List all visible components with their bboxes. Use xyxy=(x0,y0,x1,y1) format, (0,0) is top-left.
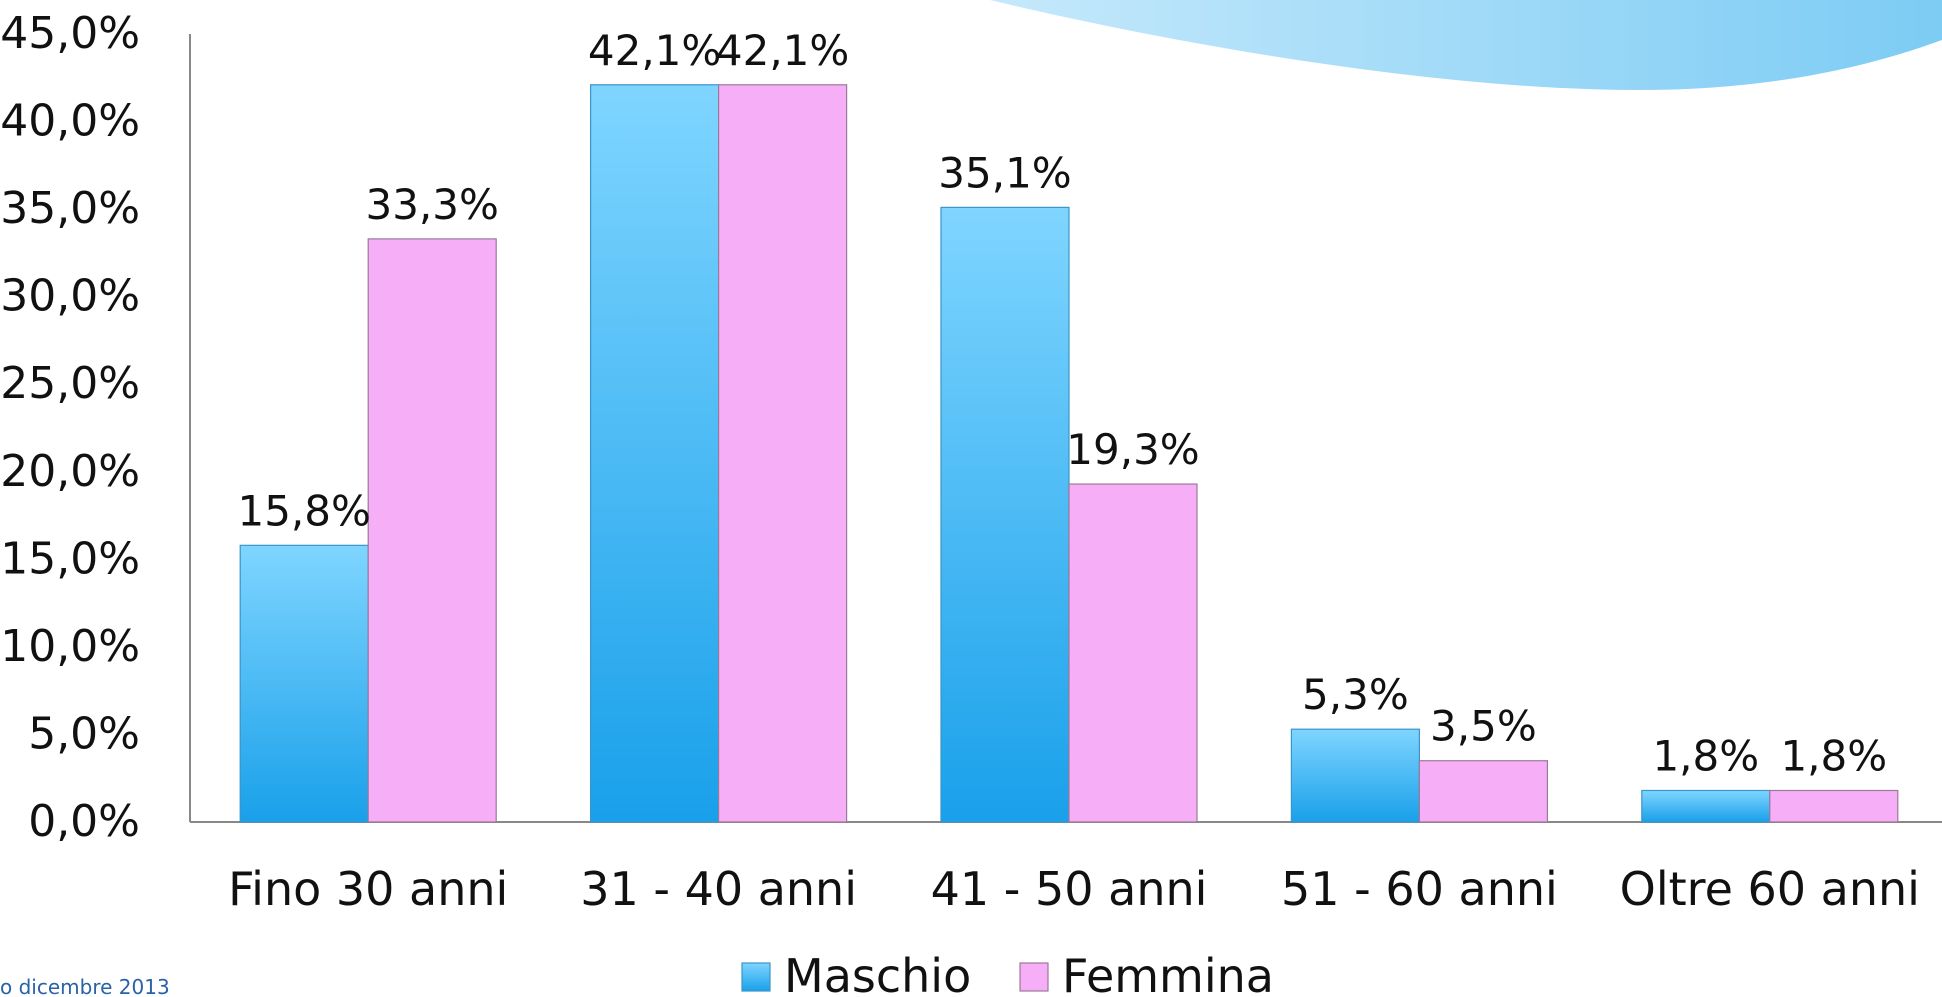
bar-maschio xyxy=(1641,789,1771,823)
y-tick-label: 5,0% xyxy=(28,708,140,759)
data-label: 1,8% xyxy=(1780,731,1887,780)
data-label: 3,5% xyxy=(1430,702,1537,751)
category-label: 41 - 50 anni xyxy=(931,862,1208,916)
y-tick-label: 25,0% xyxy=(0,358,140,409)
legend-swatch xyxy=(741,962,771,992)
y-tick-label: 40,0% xyxy=(0,96,140,147)
bar-femmina xyxy=(1068,483,1198,823)
bar-maschio xyxy=(940,206,1070,823)
data-label: 1,8% xyxy=(1652,731,1759,780)
y-tick-label: 20,0% xyxy=(0,446,140,497)
data-label: 42,1% xyxy=(588,26,721,75)
bar-femmina xyxy=(1769,789,1899,823)
data-label: 19,3% xyxy=(1066,425,1199,474)
legend-label: Maschio xyxy=(784,949,971,997)
legend-label: Femmina xyxy=(1062,949,1274,997)
y-tick-label: 15,0% xyxy=(0,533,140,584)
bar-maschio xyxy=(589,84,720,823)
data-label: 33,3% xyxy=(365,180,498,229)
axes: 0,0% 5,0% 10,0% 15,0% 20,0% 25,0% 30,0% 35,0% 40… xyxy=(0,8,1942,847)
bar-femmina xyxy=(367,238,497,823)
y-tick-label: 10,0% xyxy=(0,621,140,672)
y-tick-label: 35,0% xyxy=(0,183,140,234)
data-label: 35,1% xyxy=(938,148,1071,197)
data-label: 15,8% xyxy=(237,486,370,535)
bar-maschio xyxy=(1290,728,1421,823)
category-label: 31 - 40 anni xyxy=(580,862,857,916)
bar-femmina xyxy=(717,84,848,823)
legend-swatch xyxy=(1019,962,1049,992)
category-label: Oltre 60 anni xyxy=(1620,862,1920,916)
bar-femmina xyxy=(1418,760,1549,823)
data-label: 42,1% xyxy=(716,26,849,75)
data-labels: 15,8% 33,3% Fino 30 anni 42,1%42,1% 31 - 40 … xyxy=(228,26,1920,916)
category-label: 51 - 60 anni xyxy=(1281,862,1558,916)
footer-date: o dicembre 2013 xyxy=(0,975,170,997)
bar-maschio xyxy=(239,544,369,823)
bars xyxy=(239,84,1899,823)
legend: Maschio Femmina xyxy=(741,949,1274,997)
y-tick-label: 0,0% xyxy=(28,796,140,847)
y-tick-label: 45,0% xyxy=(0,8,140,59)
data-label: 5,3% xyxy=(1302,670,1409,719)
decorative-wave xyxy=(990,0,1942,90)
y-tick-label: 30,0% xyxy=(0,271,140,322)
category-label: Fino 30 anni xyxy=(228,862,508,916)
